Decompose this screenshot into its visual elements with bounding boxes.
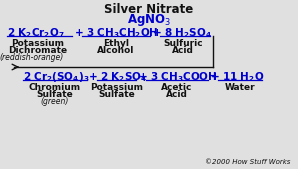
Text: AgNO$_3$: AgNO$_3$ <box>127 12 171 28</box>
Text: $\mathbf{+\ 3\ CH_3CH_2OH}$: $\mathbf{+\ 3\ CH_3CH_2OH}$ <box>74 26 159 40</box>
Text: $\mathbf{2\ Cr_2(SO_4)_3}$: $\mathbf{2\ Cr_2(SO_4)_3}$ <box>23 70 90 84</box>
Text: ©2000 How Stuff Works: ©2000 How Stuff Works <box>205 159 290 165</box>
Text: Sulfuric: Sulfuric <box>163 39 203 48</box>
Text: (green): (green) <box>41 97 69 106</box>
Text: $\mathbf{+\ 11\ H_2O}$: $\mathbf{+\ 11\ H_2O}$ <box>210 70 264 84</box>
Text: Acid: Acid <box>172 46 194 55</box>
Text: Chromium: Chromium <box>29 83 81 92</box>
Text: $\mathbf{+\ 8\ H_2SO_4}$: $\mathbf{+\ 8\ H_2SO_4}$ <box>152 26 212 40</box>
Text: Acetic: Acetic <box>161 83 193 92</box>
Text: Sulfate: Sulfate <box>99 90 135 99</box>
Text: Potassium: Potassium <box>91 83 144 92</box>
Text: Sulfate: Sulfate <box>37 90 73 99</box>
Text: (reddish-orange): (reddish-orange) <box>0 53 64 62</box>
Text: Alcohol: Alcohol <box>97 46 135 55</box>
Text: Silver Nitrate: Silver Nitrate <box>104 3 194 16</box>
Text: $\mathbf{+\ 3\ CH_3COOH}$: $\mathbf{+\ 3\ CH_3COOH}$ <box>138 70 218 84</box>
Text: Acid: Acid <box>166 90 188 99</box>
Text: Water: Water <box>225 83 255 92</box>
Text: Dichromate: Dichromate <box>8 46 68 55</box>
Text: Ethyl: Ethyl <box>103 39 129 48</box>
Text: $\mathbf{2\ K_2Cr_2O_7}$: $\mathbf{2\ K_2Cr_2O_7}$ <box>7 26 65 40</box>
Text: Potassium: Potassium <box>12 39 64 48</box>
Text: $\mathbf{+\ 2\ K_2SO_4}$: $\mathbf{+\ 2\ K_2SO_4}$ <box>88 70 147 84</box>
